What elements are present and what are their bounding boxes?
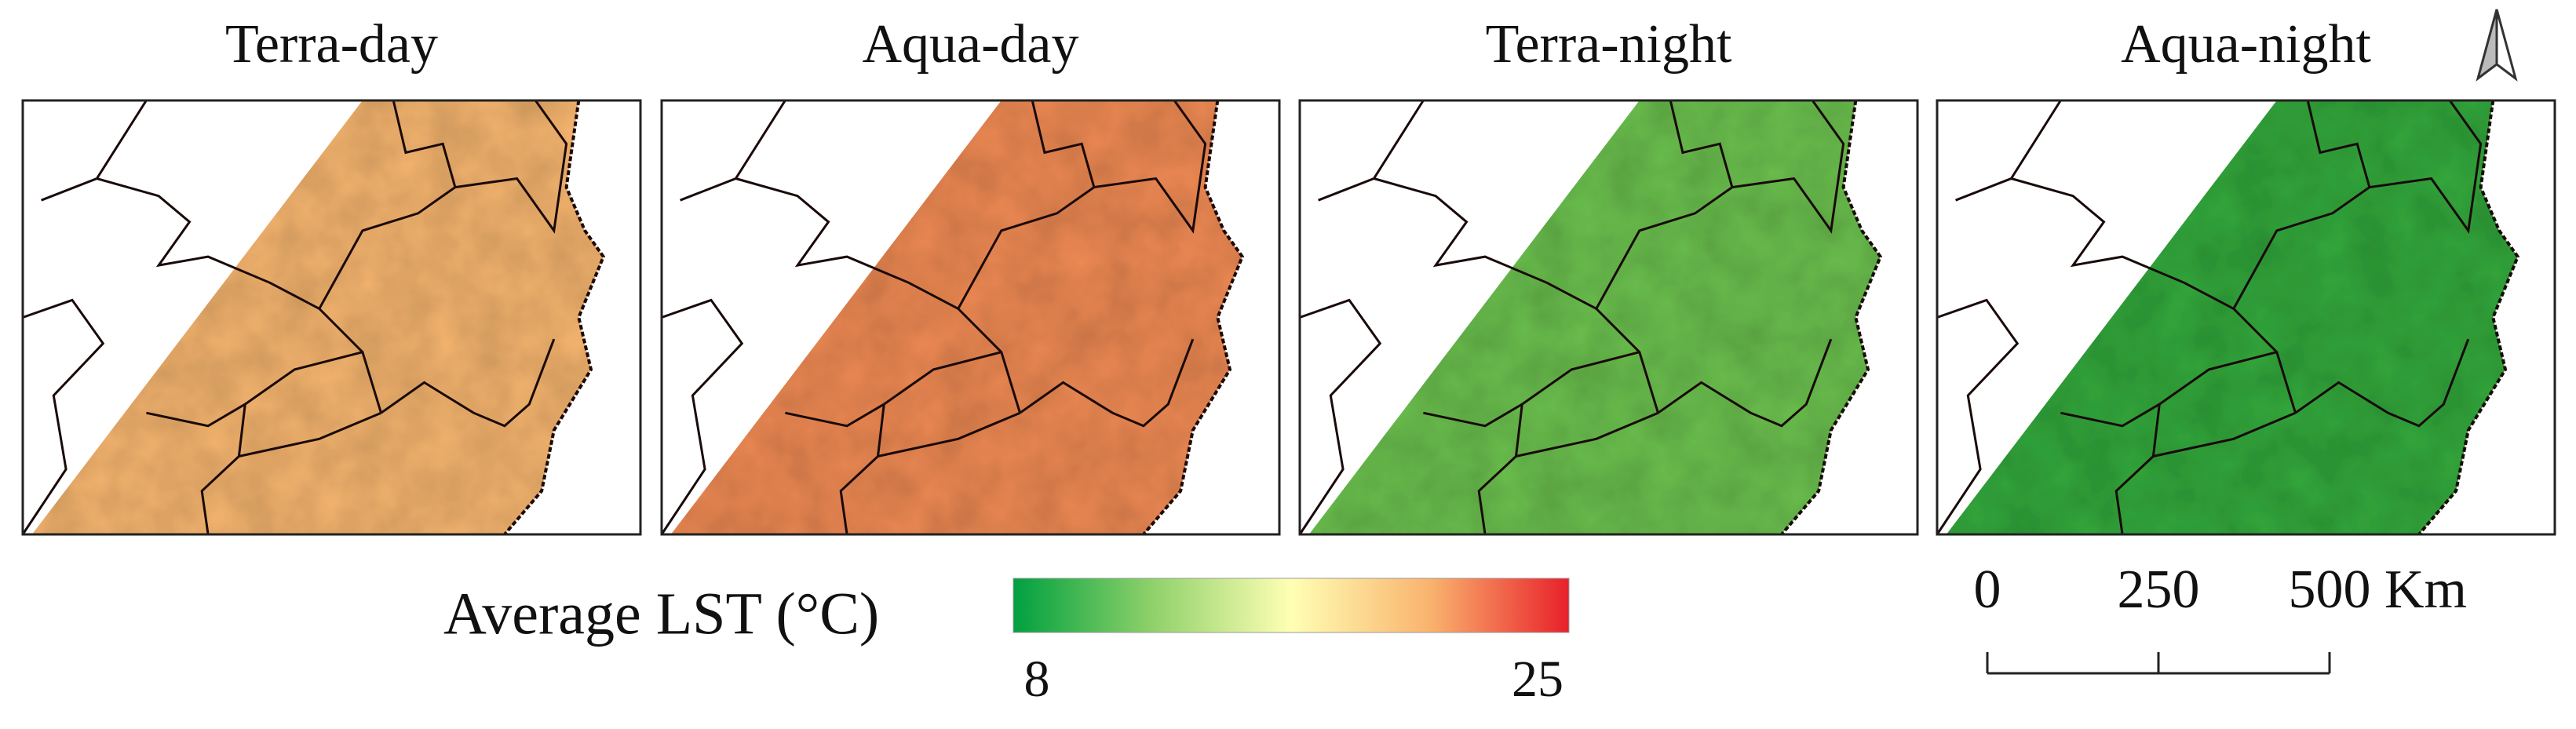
boundary xyxy=(2231,100,2371,414)
boundary xyxy=(1594,100,1734,414)
north-arrow-left xyxy=(2476,9,2498,82)
boundary xyxy=(454,100,568,234)
lst-swath xyxy=(1308,100,1881,534)
boundary xyxy=(2060,403,2161,428)
panel-frame xyxy=(660,99,1281,536)
scale-bar: 0 250 500 Km xyxy=(1974,560,2467,675)
panel-frame xyxy=(21,99,642,536)
boundary xyxy=(1373,177,1597,310)
north-arrow xyxy=(2476,9,2518,82)
colorbar xyxy=(1013,578,1570,633)
boundary xyxy=(839,351,1002,535)
map-panels: Terra-day Aqua-day Terra-night Aqua-night xyxy=(21,14,2556,536)
colorbar-tick-label: 8 xyxy=(1024,651,1050,708)
boundary xyxy=(2114,351,2278,535)
boundary xyxy=(239,411,382,457)
boundary xyxy=(200,351,363,535)
coastline xyxy=(2417,100,2520,536)
scale-label: 250 xyxy=(2118,560,2200,620)
boundary xyxy=(785,403,885,428)
coastline xyxy=(503,100,606,536)
boundary xyxy=(2153,411,2297,457)
panel-frame xyxy=(1936,99,2556,536)
boundary xyxy=(1731,100,1845,234)
panel-title: Terra-day xyxy=(225,14,438,75)
boundary xyxy=(380,338,556,428)
boundary xyxy=(96,177,320,310)
panel-frame xyxy=(1298,99,1919,536)
colorbar-ticks: 8 25 xyxy=(1024,651,1564,708)
boundary xyxy=(878,411,1021,457)
panel-title: Aqua-day xyxy=(862,14,1078,75)
coastline xyxy=(1142,100,1245,536)
boundary xyxy=(2294,338,2470,428)
boundary xyxy=(1936,298,2020,535)
boundary xyxy=(1657,338,1833,428)
scale-label: 500 xyxy=(2289,560,2371,620)
boundary xyxy=(1516,411,1659,457)
boundary xyxy=(2369,100,2483,234)
lst-swath xyxy=(31,100,604,534)
boundary xyxy=(1093,100,1207,234)
lst-swath xyxy=(670,100,1242,534)
boundary xyxy=(317,100,457,414)
scale-label: 0 xyxy=(1974,560,2001,620)
boundary xyxy=(1423,403,1523,428)
boundary xyxy=(1477,351,1640,535)
boundary xyxy=(660,298,744,535)
boundary xyxy=(2010,177,2235,310)
panel-title: Terra-night xyxy=(1486,14,1732,75)
boundary xyxy=(146,403,246,428)
boundary xyxy=(956,100,1096,414)
boundary xyxy=(21,298,105,535)
colorbar-tick-label: 25 xyxy=(1512,651,1563,708)
lst-swath xyxy=(1946,100,2518,534)
coastline xyxy=(1780,100,1883,536)
scale-unit: Km xyxy=(2384,560,2467,620)
boundary xyxy=(735,177,959,310)
north-arrow-right xyxy=(2495,9,2518,82)
boundary xyxy=(1298,298,1382,535)
panel-title: Aqua-night xyxy=(2121,14,2371,75)
boundary xyxy=(1019,338,1195,428)
legend-title: Average LST (°C) xyxy=(443,581,879,647)
